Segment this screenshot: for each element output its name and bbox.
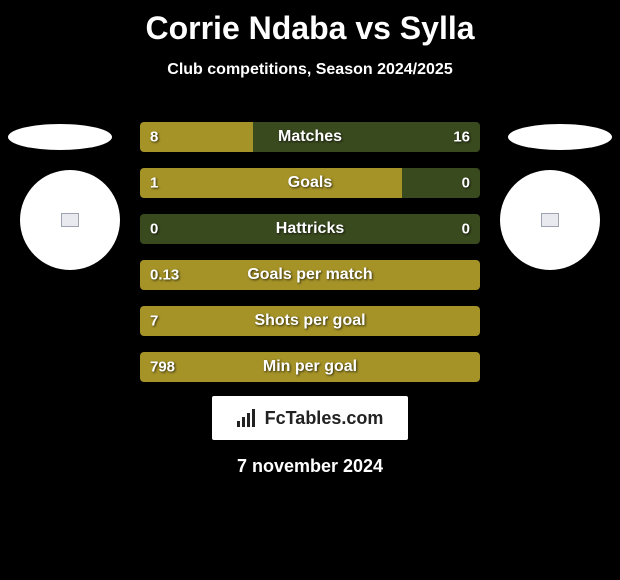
- stat-label: Min per goal: [263, 358, 357, 376]
- stat-row: 1 0 Goals: [140, 168, 480, 198]
- stat-left-value: 0: [150, 221, 158, 238]
- stat-left-fill: [140, 168, 402, 198]
- stat-row: 7 Shots per goal: [140, 306, 480, 336]
- stat-left-value: 8: [150, 129, 158, 146]
- stat-left-value: 7: [150, 313, 158, 330]
- stat-label: Goals: [288, 174, 332, 192]
- player-right-ellipse: [508, 124, 612, 150]
- club-left-circle: [20, 170, 120, 270]
- stats-bars: 8 16 Matches 1 0 Goals 0 0 Hattricks 0.13 Goals pe…: [140, 122, 480, 398]
- stat-left-value: 0.13: [150, 267, 179, 284]
- stat-row: 0.13 Goals per match: [140, 260, 480, 290]
- stat-left-value: 798: [150, 359, 175, 376]
- stat-label: Matches: [278, 128, 342, 146]
- stat-right-value: 0: [462, 175, 470, 192]
- stat-label: Hattricks: [276, 220, 344, 238]
- club-left-placeholder-icon: [61, 213, 79, 227]
- title: Corrie Ndaba vs Sylla: [0, 0, 620, 47]
- stat-left-value: 1: [150, 175, 158, 192]
- club-right-placeholder-icon: [541, 213, 559, 227]
- stat-row: 0 0 Hattricks: [140, 214, 480, 244]
- stat-row: 798 Min per goal: [140, 352, 480, 382]
- brand-box: FcTables.com: [212, 396, 408, 440]
- stat-right-value: 0: [462, 221, 470, 238]
- stat-row: 8 16 Matches: [140, 122, 480, 152]
- stat-label: Shots per goal: [254, 312, 365, 330]
- club-right-circle: [500, 170, 600, 270]
- player-left-ellipse: [8, 124, 112, 150]
- brand-bars-icon: [237, 409, 259, 427]
- stat-right-value: 16: [453, 129, 470, 146]
- date: 7 november 2024: [237, 456, 383, 477]
- stat-label: Goals per match: [247, 266, 372, 284]
- subtitle: Club competitions, Season 2024/2025: [0, 61, 620, 79]
- brand-text: FcTables.com: [265, 408, 384, 429]
